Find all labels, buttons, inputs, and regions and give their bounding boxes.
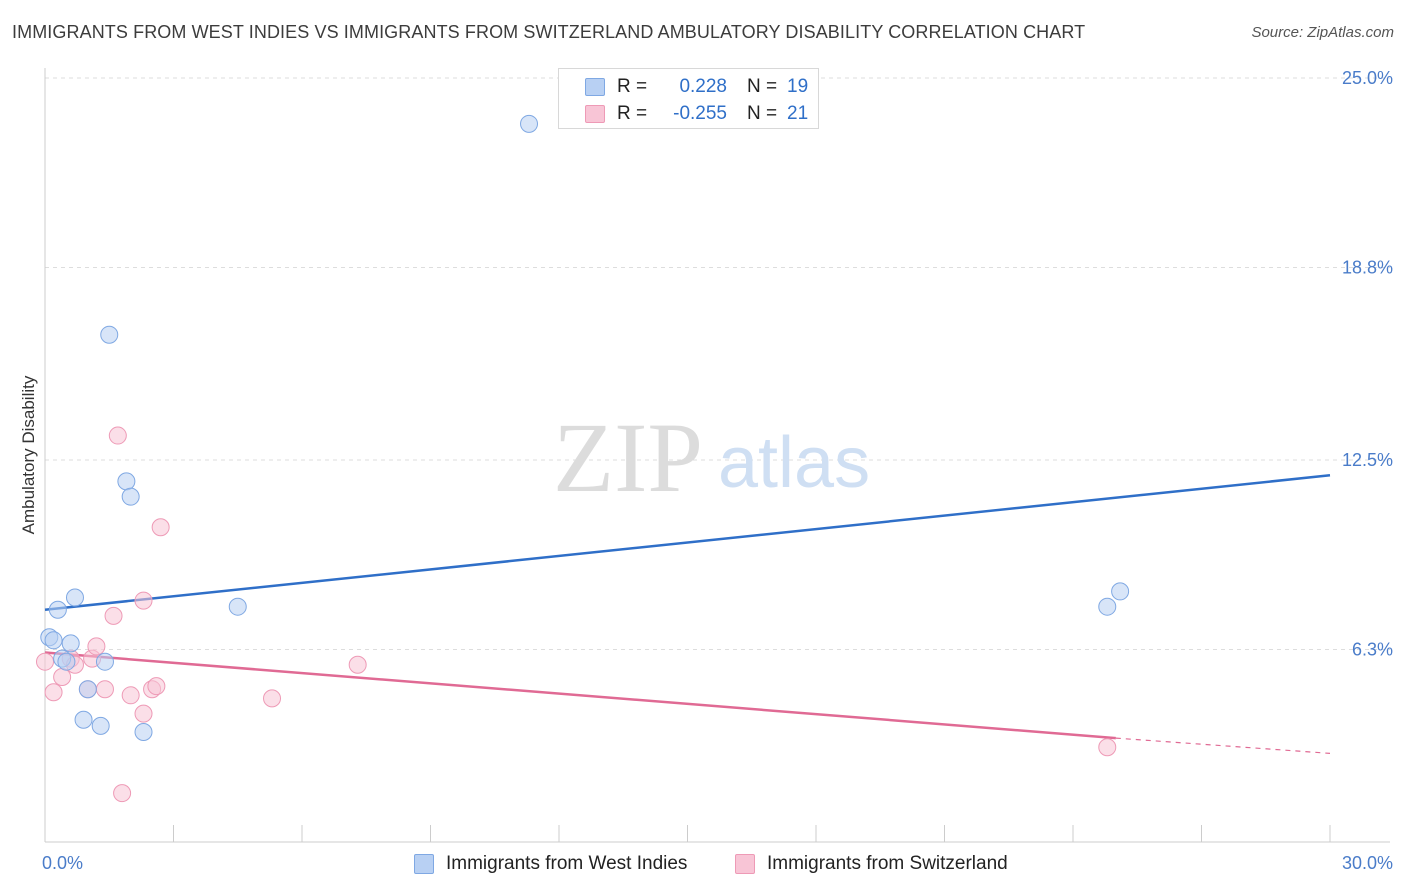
legend-r-label: R = <box>617 103 648 124</box>
y-tick-label: 6.3% <box>1352 639 1393 659</box>
point-west-indies <box>61 634 80 653</box>
legend-n-label: N = <box>747 76 778 97</box>
point-west-indies <box>65 588 84 607</box>
series-swatch-pink <box>735 854 755 874</box>
watermark: ZIP atlas <box>553 402 870 513</box>
point-west-indies <box>520 114 539 133</box>
series-swatch-blue <box>414 854 434 874</box>
point-west-indies <box>121 487 140 506</box>
point-switzerland <box>104 606 123 625</box>
legend-r-value: 0.228 <box>679 76 727 97</box>
x-ticks <box>173 825 1331 842</box>
point-west-indies <box>57 652 76 671</box>
series-legend-switzerland: Immigrants from Switzerland <box>735 852 1008 876</box>
point-switzerland <box>44 683 63 702</box>
trend-line-switzerland-extension <box>1115 737 1331 754</box>
y-axis-label: Ambulatory Disability <box>19 375 38 534</box>
y-tick-label: 12.5% <box>1342 450 1393 470</box>
trend-line-west-indies <box>44 474 1331 611</box>
legend-n-value: 21 <box>787 103 809 124</box>
y-tick-labels: 6.3% 12.5% 18.8% 25.0% <box>1342 68 1393 659</box>
point-switzerland <box>121 686 140 705</box>
y-tick-label: 25.0% <box>1342 68 1393 88</box>
point-switzerland <box>53 667 72 686</box>
chart-title: IMMIGRANTS FROM WEST INDIES VS IMMIGRANT… <box>12 22 1086 42</box>
point-west-indies <box>100 325 119 344</box>
series-legend-west-indies: Immigrants from West Indies <box>414 852 687 876</box>
x-tick-label-min: 0.0% <box>42 853 83 873</box>
watermark-zip: ZIP <box>553 402 703 513</box>
legend-swatch-blue <box>585 78 605 96</box>
point-west-indies <box>91 716 110 735</box>
gridlines <box>45 77 1390 650</box>
correlation-legend: R = 0.228 N = 19 R = -0.255 N = 21 <box>558 68 819 129</box>
point-switzerland <box>36 652 54 671</box>
point-west-indies <box>44 631 63 650</box>
point-switzerland <box>263 689 282 708</box>
y-tick-label: 18.8% <box>1342 257 1393 277</box>
trend-lines <box>44 474 1331 754</box>
x-tick-label-max: 30.0% <box>1342 853 1393 873</box>
watermark-atlas: atlas <box>718 423 870 503</box>
point-switzerland <box>348 655 367 674</box>
point-west-indies <box>134 722 153 741</box>
point-west-indies <box>48 600 67 619</box>
legend-n-label: N = <box>747 103 778 124</box>
point-switzerland <box>147 677 166 696</box>
legend-row-west-indies: R = 0.228 N = 19 <box>585 75 808 99</box>
legend-r-label: R = <box>617 76 648 97</box>
point-switzerland <box>151 518 170 537</box>
point-west-indies <box>117 472 136 491</box>
legend-row-switzerland: R = -0.255 N = 21 <box>585 102 808 126</box>
point-switzerland <box>95 680 114 699</box>
point-switzerland <box>134 704 153 723</box>
legend-n-value: 19 <box>787 76 809 97</box>
point-west-indies <box>95 652 114 671</box>
point-switzerland <box>108 426 127 445</box>
point-west-indies <box>1098 597 1117 616</box>
legend-r-value: -0.255 <box>673 103 727 124</box>
point-west-indies <box>78 680 97 699</box>
trend-line-switzerland <box>44 651 1116 740</box>
point-switzerland <box>134 591 153 610</box>
series-label-switzerland: Immigrants from Switzerland <box>767 853 1008 874</box>
source-credit: Source: ZipAtlas.com <box>1251 24 1394 41</box>
points-blue <box>40 114 1130 741</box>
point-west-indies <box>74 710 93 729</box>
series-label-west-indies: Immigrants from West Indies <box>446 853 688 874</box>
point-switzerland <box>87 637 106 656</box>
legend-swatch-pink <box>585 105 605 123</box>
point-switzerland <box>113 784 132 803</box>
point-west-indies <box>228 597 247 616</box>
point-switzerland <box>1098 738 1117 757</box>
point-west-indies <box>1111 582 1130 601</box>
